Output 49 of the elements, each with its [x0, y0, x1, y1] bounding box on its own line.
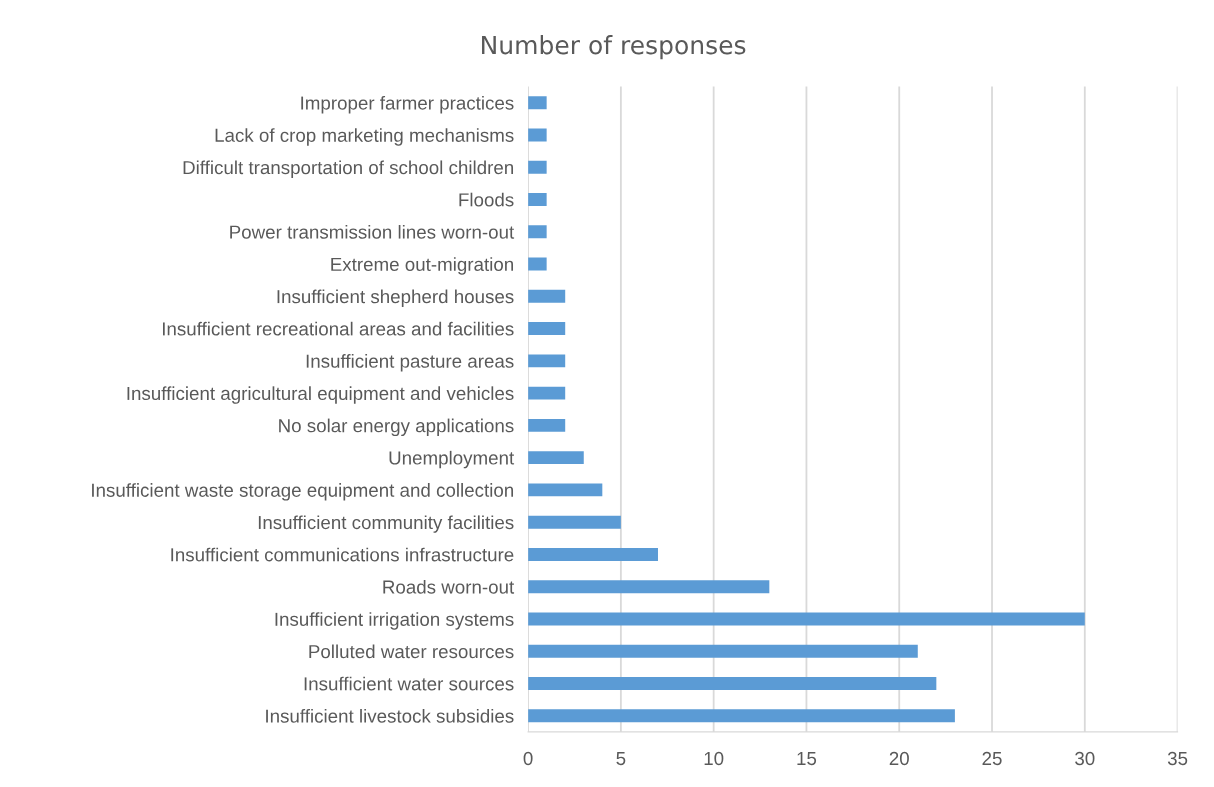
bar	[528, 225, 547, 239]
y-tick-label: Floods	[459, 192, 514, 207]
bar	[528, 547, 658, 561]
chart-title: Number of responses	[482, 35, 746, 60]
x-tick-label: 15	[797, 752, 817, 766]
bar	[528, 96, 547, 110]
y-tick-label: Unemployment	[389, 450, 515, 469]
bar	[528, 709, 955, 723]
y-tick-label: Polluted water resources	[309, 644, 514, 659]
bar	[528, 580, 770, 594]
bar	[528, 418, 566, 432]
y-tick-label: Insufficient communications infrastructure	[171, 547, 514, 562]
x-tick-label: 35	[1167, 751, 1188, 766]
y-tick-label: Insufficient water sources	[304, 676, 514, 691]
bar	[528, 160, 547, 174]
bar	[528, 515, 621, 529]
x-tick-label: 5	[616, 752, 626, 766]
y-tick-label: Power transmission lines worn-out	[230, 224, 515, 239]
x-tick-label: 25	[982, 751, 1002, 766]
y-tick-label: Insufficient pasture areas	[306, 354, 514, 372]
bar	[528, 289, 566, 303]
bar	[528, 483, 603, 497]
y-tick-label: Insufficient irrigation systems	[275, 612, 514, 630]
y-tick-label: Insufficient agricultural equipment and vehicles	[127, 386, 514, 404]
y-tick-label: Insufficient community facilities	[258, 515, 514, 533]
bar	[528, 128, 547, 142]
x-tick-label: 30	[1075, 751, 1095, 766]
y-tick-label: No solar energy applications	[279, 418, 514, 437]
y-tick-label: Insufficient waste storage equipment and collection	[92, 483, 514, 501]
y-tick-label: Improper farmer practices	[301, 95, 514, 114]
x-tick-label: 0	[523, 751, 533, 766]
bar	[528, 612, 1085, 626]
bar	[528, 322, 566, 336]
x-tick-label: 20	[889, 751, 909, 766]
bar	[528, 193, 547, 206]
y-tick-label: Lack of crop marketing mechanisms	[215, 128, 514, 146]
y-tick-label: Extreme out-migration	[331, 257, 513, 275]
y-tick-label: Insufficient livestock subsidies	[266, 708, 514, 723]
x-tick-label: 10	[704, 751, 724, 766]
bar	[528, 644, 918, 658]
bar	[528, 386, 566, 400]
y-tick-label: Roads worn-out	[383, 579, 515, 594]
bar	[528, 677, 937, 690]
bar	[528, 354, 566, 368]
bar	[528, 451, 584, 465]
y-tick-label: Difficult transportation of school children	[183, 160, 514, 178]
bar	[528, 257, 547, 271]
y-tick-label: Insufficient shepherd houses	[277, 289, 514, 307]
y-tick-label: Insufficient recreational areas and facilities	[162, 321, 514, 336]
